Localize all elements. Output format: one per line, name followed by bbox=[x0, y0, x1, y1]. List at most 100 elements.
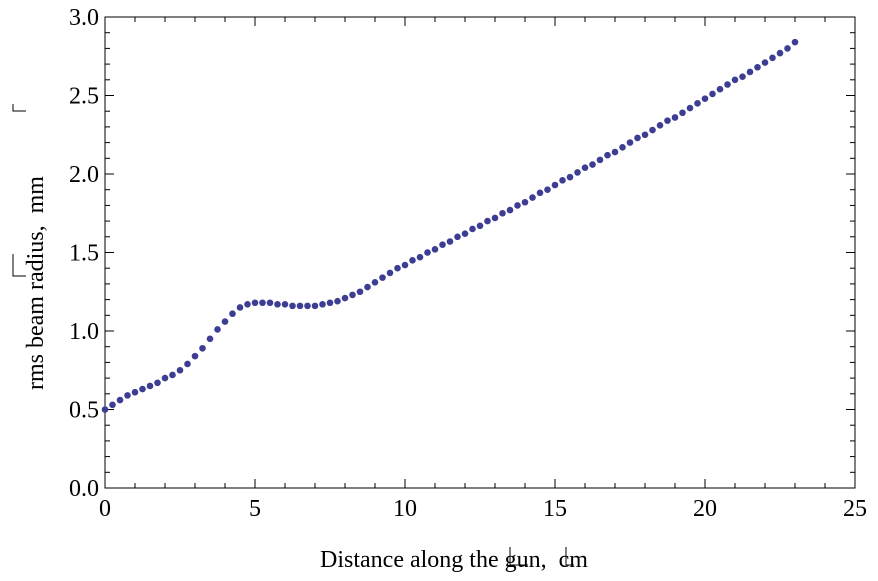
data-point bbox=[566, 173, 574, 181]
data-point bbox=[394, 264, 401, 272]
data-point bbox=[506, 206, 514, 214]
data-point bbox=[131, 388, 139, 396]
data-point bbox=[371, 279, 379, 286]
data-point bbox=[341, 294, 349, 302]
data-point bbox=[251, 299, 259, 307]
data-point bbox=[401, 261, 409, 269]
data-point bbox=[559, 176, 566, 184]
data-point bbox=[101, 406, 109, 413]
data-point bbox=[334, 297, 341, 305]
data-point bbox=[476, 222, 484, 230]
y-tick-label: 1.0 bbox=[69, 319, 99, 345]
data-point bbox=[124, 392, 131, 399]
data-point bbox=[236, 304, 244, 311]
data-point bbox=[581, 164, 589, 172]
data-point bbox=[551, 181, 559, 189]
data-point bbox=[289, 302, 296, 310]
data-point bbox=[731, 76, 739, 84]
data-point bbox=[791, 38, 799, 46]
data-point bbox=[349, 291, 356, 299]
data-point bbox=[724, 81, 731, 88]
data-point bbox=[536, 189, 544, 197]
data-point bbox=[776, 49, 784, 57]
data-point bbox=[521, 198, 529, 206]
data-point bbox=[514, 202, 521, 209]
data-point bbox=[626, 139, 634, 146]
axis-ticks bbox=[104, 16, 856, 489]
data-point bbox=[409, 257, 416, 264]
data-point bbox=[146, 382, 154, 390]
data-point bbox=[184, 360, 191, 368]
y-tick-label: 2.0 bbox=[69, 162, 99, 188]
data-point bbox=[379, 274, 386, 281]
data-point bbox=[461, 230, 469, 237]
data-point bbox=[424, 249, 431, 256]
data-point bbox=[244, 301, 251, 308]
data-point bbox=[761, 59, 769, 66]
data-point bbox=[259, 299, 266, 307]
x-tick-label: 25 bbox=[843, 496, 867, 522]
data-point bbox=[356, 288, 364, 296]
data-point bbox=[326, 299, 334, 307]
y-unit-bracket-bottom bbox=[12, 254, 26, 277]
y-tick-labels: 0.0 0.5 1.0 1.5 2.0 2.5 3.0 bbox=[69, 5, 99, 502]
y-tick-label: 0.5 bbox=[69, 398, 99, 424]
data-point bbox=[769, 54, 776, 62]
x-tick-labels: 0 5 10 15 20 25 bbox=[99, 496, 867, 522]
x-axis-label: Distance along the gun, cm bbox=[320, 547, 588, 573]
data-point bbox=[671, 114, 679, 121]
x-tick-label: 0 bbox=[99, 496, 111, 522]
plot-frame bbox=[104, 16, 856, 489]
data-point bbox=[641, 131, 649, 139]
data-point bbox=[191, 352, 199, 360]
data-point bbox=[311, 302, 319, 310]
x-tick-label: 5 bbox=[249, 496, 261, 522]
data-point bbox=[619, 144, 626, 151]
data-point bbox=[454, 233, 461, 241]
data-point bbox=[739, 73, 746, 80]
data-point bbox=[604, 151, 611, 159]
y-tick-label: 1.5 bbox=[69, 241, 99, 267]
data-points bbox=[101, 38, 799, 413]
data-point bbox=[161, 374, 169, 382]
data-point bbox=[176, 366, 184, 374]
data-point bbox=[296, 302, 304, 310]
data-point bbox=[199, 344, 206, 352]
data-point bbox=[206, 335, 214, 343]
data-point bbox=[701, 95, 709, 102]
data-point bbox=[784, 45, 791, 52]
data-point bbox=[484, 217, 491, 225]
x-axis-label-unit: cm bbox=[559, 547, 589, 573]
data-point bbox=[154, 379, 161, 387]
data-point bbox=[686, 104, 694, 112]
data-point bbox=[491, 214, 499, 222]
data-point bbox=[416, 253, 424, 261]
data-point bbox=[544, 186, 551, 193]
data-point bbox=[709, 90, 716, 98]
y-unit-bracket-top bbox=[12, 104, 26, 112]
data-point bbox=[214, 326, 221, 333]
data-point bbox=[386, 269, 394, 277]
data-point bbox=[221, 318, 229, 325]
data-point bbox=[364, 283, 371, 291]
data-point bbox=[109, 401, 116, 409]
data-point bbox=[281, 301, 289, 308]
data-point bbox=[274, 301, 281, 308]
data-point bbox=[431, 246, 439, 253]
data-point bbox=[446, 238, 454, 245]
data-point bbox=[139, 385, 146, 393]
data-point bbox=[229, 310, 236, 318]
x-unit-bracket-left bbox=[509, 547, 528, 566]
data-point bbox=[649, 126, 656, 134]
y-axis-label-unit: mm bbox=[23, 176, 49, 214]
data-point bbox=[716, 85, 724, 93]
data-point bbox=[694, 100, 701, 107]
x-axis-label-text: Distance along the gun, cm bbox=[320, 547, 588, 573]
x-unit-bracket-right bbox=[565, 547, 574, 566]
data-point bbox=[266, 299, 274, 307]
x-tick-label: 15 bbox=[543, 496, 567, 522]
data-point bbox=[304, 302, 311, 310]
data-point bbox=[596, 156, 604, 164]
x-tick-label: 10 bbox=[393, 496, 417, 522]
data-point bbox=[656, 122, 664, 129]
